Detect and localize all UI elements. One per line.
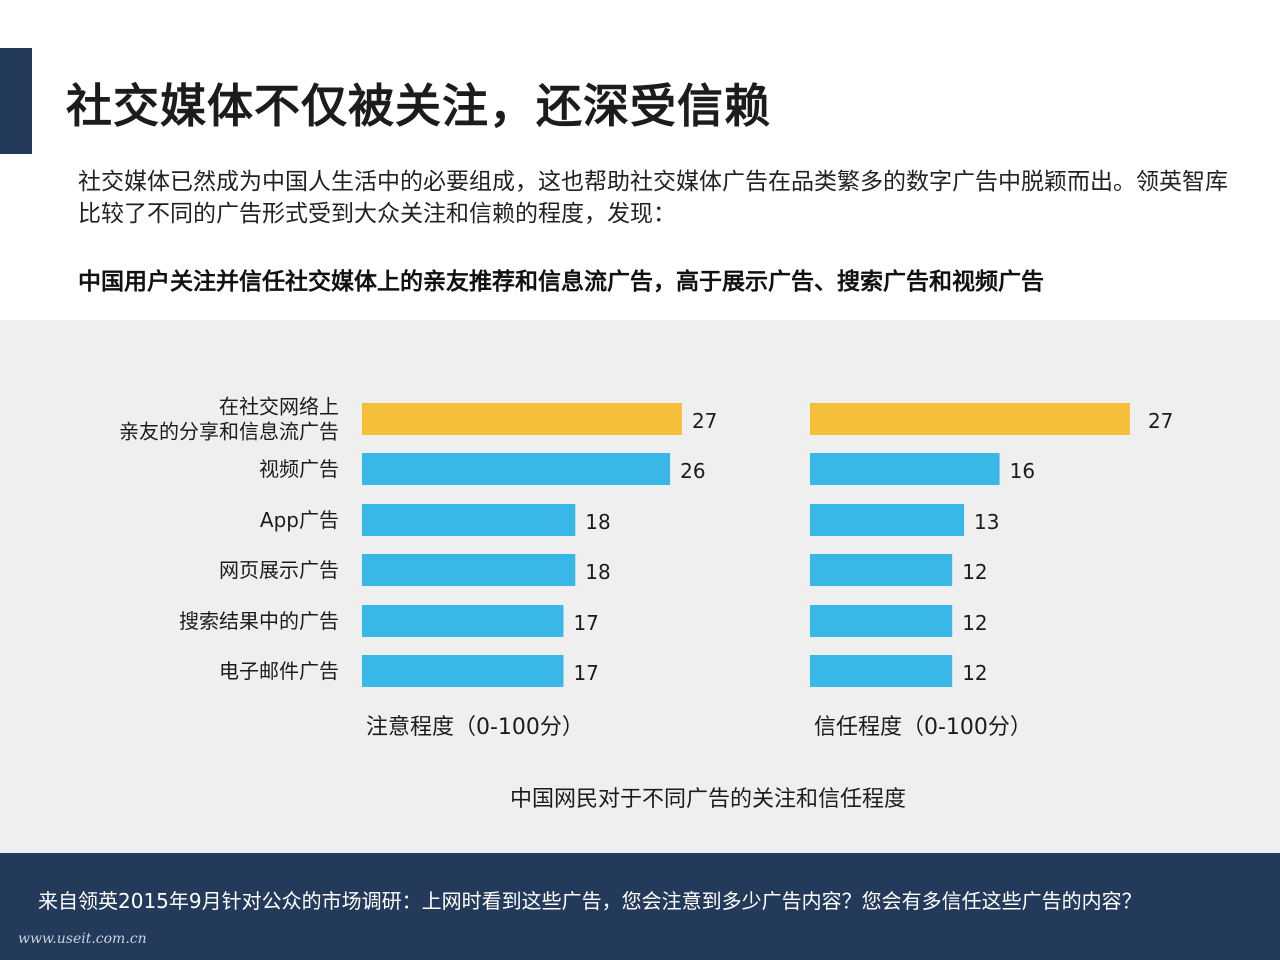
attention-bar <box>362 504 576 536</box>
title-accent-bar <box>0 48 32 154</box>
attention-bar <box>362 655 564 687</box>
attention-value-label: 17 <box>573 661 598 685</box>
trust-value-label: 16 <box>1010 459 1035 483</box>
trust-value-label: 12 <box>962 560 987 584</box>
footer: 来自领英2015年9月针对公众的市场调研：上网时看到这些广告，您会注意到多少广告… <box>0 853 1280 960</box>
trust-value-label: 12 <box>962 661 987 685</box>
page-title: 社交媒体不仅被关注，还深受信赖 <box>66 79 771 133</box>
trust-bar <box>810 655 953 687</box>
category-label: 网页展示广告 <box>219 558 339 582</box>
chart-title: 中国网民对于不同广告的关注和信任程度 <box>510 787 906 812</box>
attention-bar <box>362 453 671 485</box>
attention-value-label: 26 <box>680 459 705 483</box>
attention-axis-label: 注意程度（0-100分） <box>366 715 584 740</box>
category-label: App广告 <box>260 508 339 532</box>
attention-bar <box>362 403 682 435</box>
category-label: 搜索结果中的广告 <box>179 609 339 633</box>
trust-value-label: 12 <box>962 611 987 635</box>
category-label: 亲友的分享和信息流广告 <box>119 420 339 444</box>
category-label: 电子邮件广告 <box>219 659 339 683</box>
attention-value-label: 18 <box>585 560 610 584</box>
category-label: 视频广告 <box>259 457 339 481</box>
survey-source-note: 来自领英2015年9月针对公众的市场调研：上网时看到这些广告，您会注意到多少广告… <box>38 889 1142 913</box>
trust-bar <box>810 605 953 637</box>
trust-value-label: 27 <box>1148 409 1173 433</box>
watermark: www.useit.com.cn <box>18 931 147 947</box>
attention-value-label: 17 <box>573 611 598 635</box>
attention-bar <box>362 554 576 586</box>
trust-axis-label: 信任程度（0-100分） <box>814 715 1032 740</box>
intro-paragraph: 社交媒体已然成为中国人生活中的必要组成，这也帮助社交媒体广告在品类繁多的数字广告… <box>78 169 1228 227</box>
key-finding: 中国用户关注并信任社交媒体上的亲友推荐和信息流广告，高于展示广告、搜索广告和视频… <box>78 269 1044 295</box>
attention-value-label: 27 <box>692 409 717 433</box>
trust-bar <box>810 504 965 536</box>
trust-bar <box>810 554 953 586</box>
category-label: 在社交网络上 <box>219 395 339 419</box>
trust-bar <box>810 453 1000 485</box>
trust-bar <box>810 403 1130 435</box>
chart-panel: 在社交网络上 亲友的分享和信息流广告视频广告 App广告网页展示广告搜索结果中的广告… <box>0 320 1280 853</box>
attention-bar <box>362 605 564 637</box>
attention-value-label: 18 <box>585 510 610 534</box>
trust-value-label: 13 <box>974 510 999 534</box>
